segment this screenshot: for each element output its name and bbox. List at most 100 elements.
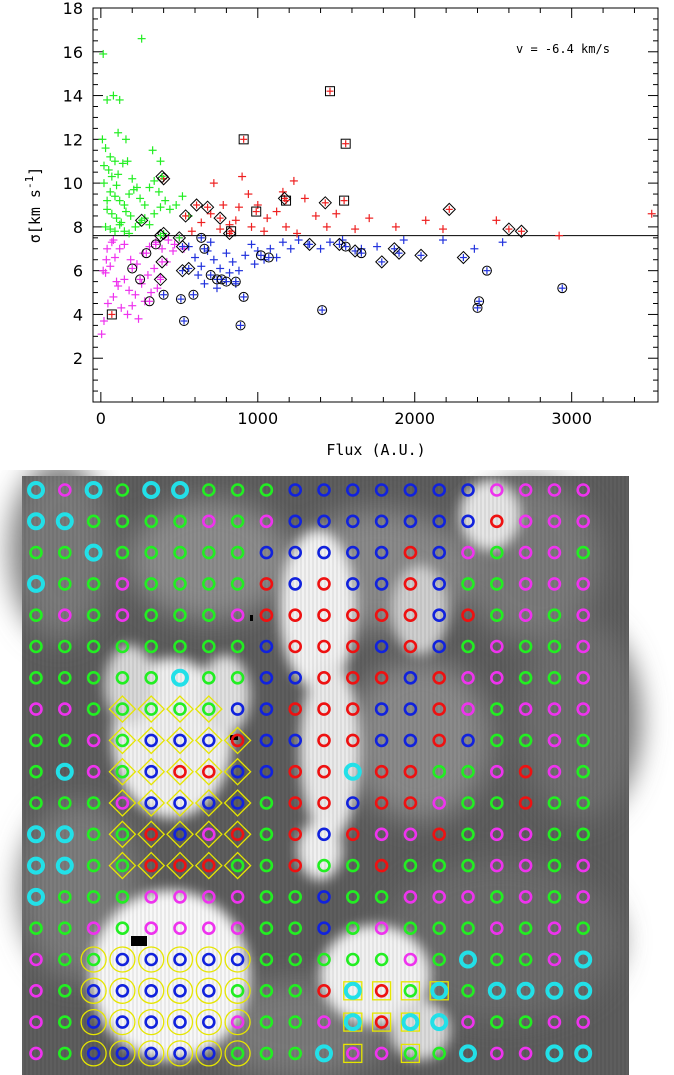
velocity-circle-magenta [489,1046,504,1061]
region-ring-overlay [224,946,251,973]
velocity-circle-blue [345,483,360,497]
region-diamond-overlay [223,726,252,755]
velocity-circle-green [547,639,562,654]
y-tick-label: 10 [63,174,83,193]
y-tick-label: 18 [63,0,83,18]
velocity-circle-green [230,671,245,685]
scatter-point-red [391,222,400,231]
velocity-circle-blue [288,514,303,529]
velocity-circle-green [202,608,216,622]
region-diamond-overlay [223,820,252,849]
velocity-circle-green [29,671,43,685]
velocity-circle-blue [144,733,158,748]
scatter-point-magenta [169,246,178,255]
velocity-circle-green [115,858,130,873]
diamond-marker-red [514,224,529,238]
velocity-circle-red [374,764,389,779]
velocity-circle-magenta [547,764,562,779]
velocity-circle-magenta [86,733,101,748]
velocity-circle-green [345,858,360,873]
velocity-circle-green [403,858,418,873]
velocity-circle-green [202,545,216,560]
velocity-circle-blue [202,983,216,998]
velocity-circle-red [317,796,331,810]
scatter-point-blue [316,244,325,253]
saturated-pixel-patch [131,936,147,946]
velocity-circle-green [58,545,72,560]
scatter-point-red [293,229,302,238]
velocity-circle-magenta [115,796,130,810]
spatial-sigma-map [10,470,640,1075]
velocity-circle-magenta [461,671,475,685]
velocity-circle-green [403,1046,418,1061]
velocity-circle-red [317,733,331,748]
velocity-circle-red [345,639,360,654]
scatter-point-red [260,227,269,236]
velocity-circle-green [202,702,216,716]
region-diamond-overlay [194,757,223,786]
boxed-marker [281,195,292,206]
velocity-circle-red [288,608,303,622]
circled-marker-magenta [127,263,138,274]
region-ring-overlay [166,1040,194,1067]
scatter-point-blue [470,244,479,253]
velocity-circle-green [230,858,245,873]
region-ring-overlay [195,977,222,1004]
velocity-circle-blue [345,545,360,560]
region-ring-overlay [195,1040,222,1067]
circled-marker-blue [188,289,199,300]
velocity-circle-red [317,639,331,654]
velocity-circle-blue [144,1015,158,1029]
y-tick-label: 14 [63,87,83,106]
velocity-circle-blue [173,983,187,998]
velocity-circle-cyan [574,950,593,969]
scatter-point-red [332,209,341,218]
velocity-circle-magenta [29,952,43,967]
velocity-circle-blue [173,1046,187,1061]
scatter-point-green [126,211,135,220]
region-ring-overlay [109,977,136,1004]
velocity-circle-magenta [547,577,562,591]
velocity-circle-magenta [518,702,533,716]
velocity-circle-blue [403,671,418,685]
scatter-point-green [110,192,119,201]
scatter-point-green [148,146,157,155]
region-diamond-overlay [108,695,137,724]
circled-marker-magenta [141,248,152,259]
velocity-circle-blue [432,577,447,591]
scatter-point-magenta [114,281,123,290]
velocity-circle-red [202,858,216,873]
velocity-circle-green [374,952,389,967]
scatter-point-green [117,218,126,227]
region-ring-overlay [138,1008,165,1036]
velocity-circle-red [403,608,418,622]
velocity-circle-blue [259,639,274,654]
velocity-circle-magenta [547,514,562,529]
velocity-circle-green [345,952,360,967]
region-diamond-overlay [166,851,194,880]
region-ring-overlay [224,1008,251,1036]
velocity-circle-magenta [230,921,245,936]
scatter-point-blue [266,244,275,253]
velocity-circle-blue [374,577,389,591]
velocity-circle-magenta [518,483,533,497]
scatter-point-red [555,231,564,240]
diamond-marker-blue [175,239,190,254]
velocity-circle-magenta [489,921,504,936]
velocity-circle-blue [230,702,245,716]
region-diamond-overlay [223,757,252,786]
velocity-circle-magenta [115,577,130,591]
scatter-point-magenta [150,264,159,273]
velocity-circle-magenta [173,890,187,904]
scatter-point-green [110,227,119,236]
velocity-circle-red [461,608,475,622]
x-tick-label: 2000 [394,409,435,428]
scatter-point-red [351,225,360,234]
scatter-point-red [365,214,374,223]
circled-marker-blue [317,305,328,316]
velocity-circle-magenta [518,545,533,560]
velocity-circle-green [403,921,418,936]
velocity-circle-green [317,858,331,873]
velocity-circle-red [432,827,447,842]
scatter-point-red [282,222,291,231]
